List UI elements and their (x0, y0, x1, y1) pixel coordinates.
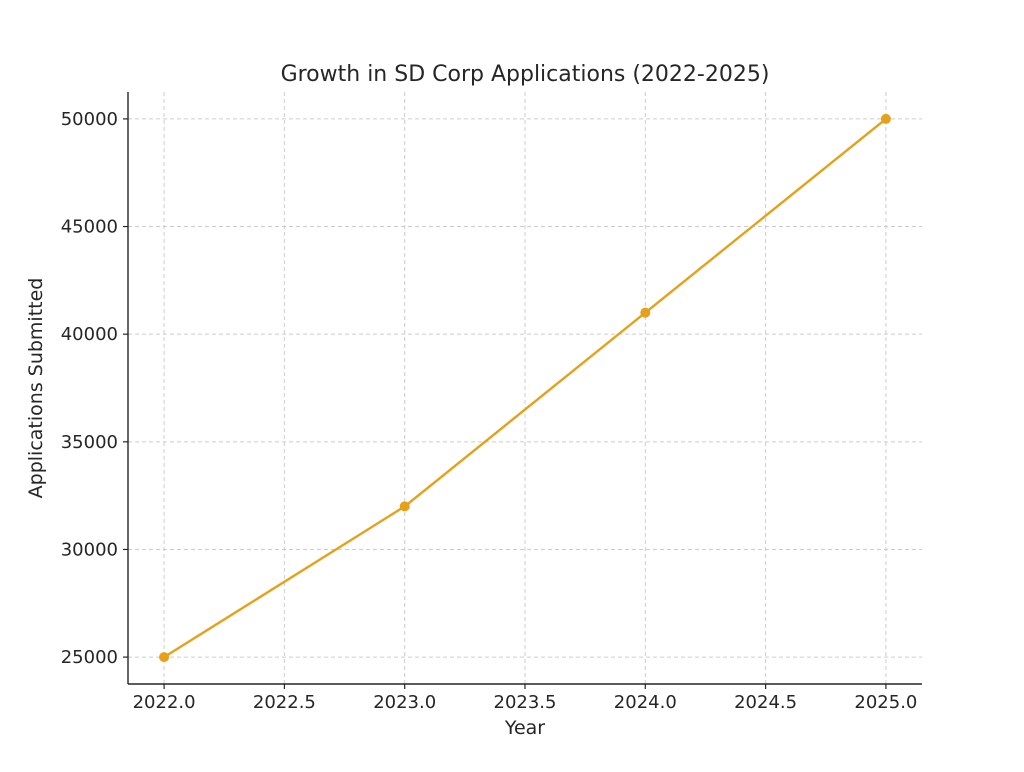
data-point[interactable] (159, 652, 170, 663)
y-axis-label: Applications Submitted (25, 278, 47, 499)
x-tick-label: 2022.5 (253, 692, 316, 713)
y-tick-label: 35000 (61, 432, 118, 453)
data-point[interactable] (880, 113, 891, 124)
y-tick-label: 45000 (61, 217, 118, 238)
x-tick-label: 2023.5 (494, 692, 557, 713)
data-point[interactable] (640, 307, 651, 318)
y-tick-label: 30000 (61, 539, 118, 560)
series-layer (159, 113, 891, 663)
y-tick-label: 50000 (61, 109, 118, 130)
data-point[interactable] (399, 501, 410, 512)
y-tick-label: 40000 (61, 324, 118, 345)
x-tick-label: 2025.0 (854, 692, 917, 713)
axes (123, 92, 922, 689)
grid-lines (128, 92, 922, 684)
x-tick-label: 2024.0 (614, 692, 677, 713)
tick-labels: 2022.0 2022.5 2023.0 2023.5 2024.0 2024.5 2025… (61, 109, 918, 713)
x-tick-label: 2022.0 (133, 692, 196, 713)
y-tick-label: 25000 (61, 647, 118, 668)
x-tick-label: 2024.5 (734, 692, 797, 713)
x-tick-label: 2023.0 (373, 692, 436, 713)
chart-title: Growth in SD Corp Applications (2022-202… (281, 62, 770, 87)
series-line (163, 117, 887, 659)
x-axis-label: Year (504, 717, 545, 739)
